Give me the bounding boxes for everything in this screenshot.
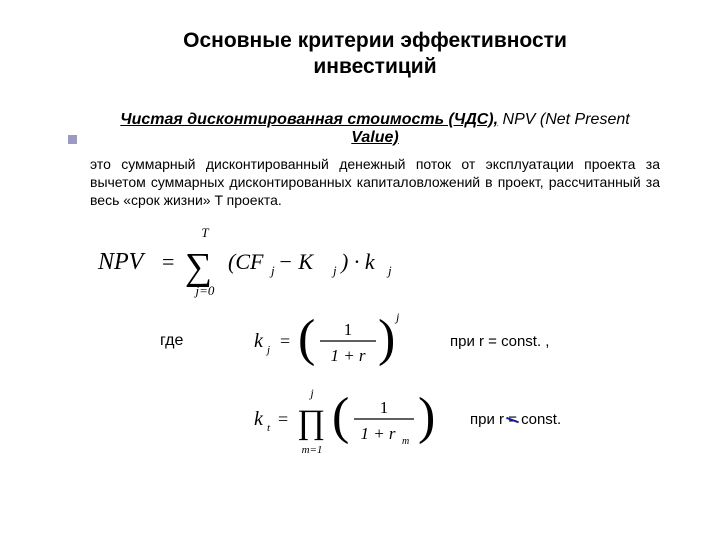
not-equal-icon: = [508, 411, 517, 428]
slide: Основные критерии эффективности инвестиц… [0, 0, 720, 540]
svg-text:1 + r: 1 + r [360, 424, 395, 443]
formula-npv-svg: NPV = T ∑ j=0 (CF j − K j ) · k j [90, 223, 430, 301]
formula-kj-svg: k j = ( ) 1 1 + r j [250, 305, 420, 377]
formula-kt: k t = j ∏ m=1 ( ) 1 1 + r m [250, 381, 440, 457]
svg-text:1: 1 [380, 398, 389, 417]
svg-text:(: ( [298, 310, 315, 367]
svg-text:): ) [378, 310, 395, 367]
svg-text:(: ( [332, 388, 349, 445]
title-line-2: инвестиций [313, 55, 436, 78]
formula-row-1: где k j = ( ) 1 1 + r j при r [90, 305, 660, 377]
cond2-pre: при r [470, 411, 508, 428]
svg-text:− K: − K [278, 249, 314, 274]
where-label: где [90, 332, 250, 350]
subtitle-bold: Чистая дисконтированная стоимость (ЧДС), [120, 111, 498, 128]
formula-kt-svg: k t = j ∏ m=1 ( ) 1 1 + r m [250, 381, 440, 457]
svg-text:=: = [162, 249, 174, 274]
subtitle-italic-1: NPV (Net Present [498, 111, 630, 128]
definition-text: это суммарный дисконтированный денежный … [90, 155, 660, 210]
formula-row-2: k t = j ∏ m=1 ( ) 1 1 + r m [90, 381, 660, 457]
svg-text:=: = [278, 409, 288, 429]
page-title: Основные критерии эффективности инвестиц… [90, 28, 660, 81]
svg-text:∏: ∏ [297, 404, 325, 441]
svg-text:k: k [254, 408, 264, 430]
condition-1: при r = const. , [420, 333, 549, 350]
svg-text:NPV: NPV [97, 249, 146, 275]
subtitle-italic-2: Value) [351, 129, 398, 146]
bullet-icon [68, 135, 77, 144]
svg-text:j: j [308, 386, 314, 400]
svg-text:(CF: (CF [228, 249, 264, 274]
svg-text:=: = [280, 331, 290, 351]
subtitle: Чистая дисконтированная стоимость (ЧДС),… [90, 111, 660, 147]
svg-text:j: j [269, 263, 275, 278]
svg-text:m=1: m=1 [302, 444, 323, 456]
title-line-1: Основные критерии эффективности [183, 29, 567, 52]
condition-2: при r = const. [440, 411, 561, 428]
svg-text:j=0: j=0 [194, 283, 215, 298]
formula-kj: k j = ( ) 1 1 + r j [250, 305, 420, 377]
svg-text:m: m [402, 436, 409, 447]
svg-text:∑: ∑ [185, 246, 212, 288]
svg-text:j: j [265, 344, 270, 356]
svg-text:j: j [331, 263, 337, 278]
svg-text:T: T [201, 225, 209, 240]
svg-text:k: k [254, 330, 264, 352]
svg-text:1: 1 [344, 320, 353, 339]
formula-npv: NPV = T ∑ j=0 (CF j − K j ) · k j [90, 223, 660, 301]
svg-text:j: j [386, 263, 392, 278]
svg-text:): ) [418, 388, 435, 445]
cond2-post: const. [517, 411, 561, 428]
svg-text:1 + r: 1 + r [330, 346, 365, 365]
svg-text:) · k: ) · k [339, 249, 376, 274]
svg-text:t: t [267, 422, 271, 434]
